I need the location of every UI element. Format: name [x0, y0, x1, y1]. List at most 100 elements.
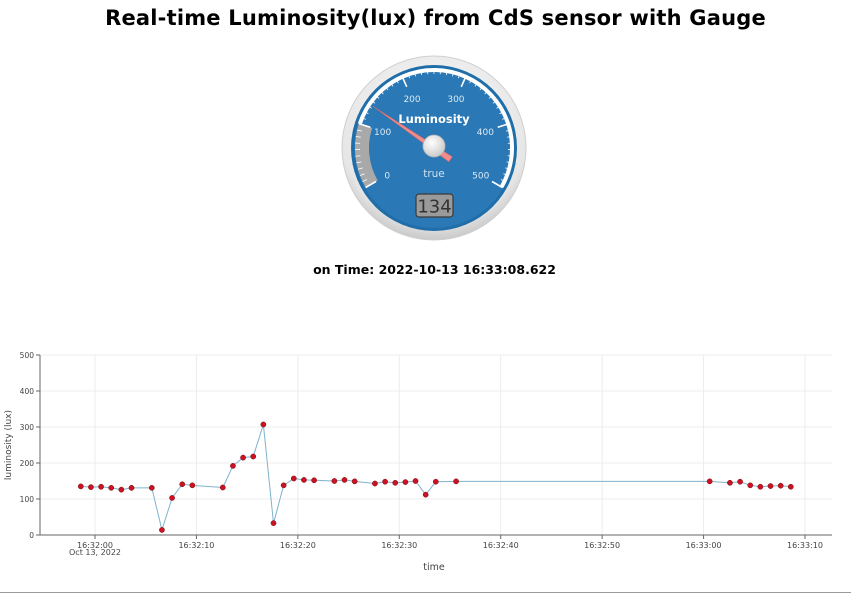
- x-tick-label: 16:32:40: [483, 541, 519, 550]
- gauge-minor-tick: [356, 129, 363, 132]
- x-tick-label: 16:32:10: [178, 541, 214, 550]
- gauge-minor-tick: [379, 90, 384, 95]
- data-point[interactable]: [108, 484, 115, 491]
- gauge-minor-tick: [361, 117, 366, 120]
- timestamp-prefix: on Time:: [313, 262, 375, 277]
- gauge-minor-tick: [500, 179, 506, 182]
- data-point[interactable]: [219, 484, 226, 491]
- luminosity-gauge: 0 100 200 300 400 500 Luminosity true 134: [341, 55, 527, 241]
- data-point[interactable]: [189, 482, 196, 489]
- gauge-minor-tick: [420, 70, 423, 76]
- data-point[interactable]: [453, 478, 459, 485]
- data-point[interactable]: [706, 478, 713, 485]
- data-point[interactable]: [402, 479, 409, 485]
- data-point[interactable]: [118, 486, 125, 493]
- data-point[interactable]: [128, 484, 135, 491]
- gauge-major-tick: [491, 180, 503, 189]
- gauge-minor-tick: [492, 99, 498, 104]
- gauge-minor-tick: [506, 161, 512, 164]
- gauge-minor-tick: [375, 94, 380, 99]
- data-point[interactable]: [88, 484, 94, 490]
- gauge-major-tick: [460, 75, 467, 88]
- gauge-minor-tick: [370, 99, 376, 104]
- data-point[interactable]: [250, 453, 257, 460]
- timestamp-line: on Time: 2022-10-13 16:33:08.622: [0, 262, 851, 277]
- gauge-minor-tick: [356, 161, 362, 164]
- data-point[interactable]: [240, 454, 246, 461]
- data-point[interactable]: [372, 480, 378, 487]
- data-point[interactable]: [331, 478, 338, 484]
- data-point[interactable]: [270, 520, 277, 526]
- x-tick-label: 16:32:30: [381, 541, 417, 550]
- gauge-needle-cap: [422, 134, 446, 158]
- gauge-tick-label: 0: [384, 172, 390, 182]
- gauge-tick-label: 100: [374, 128, 391, 138]
- gauge-value-display: 134: [417, 197, 451, 218]
- data-point[interactable]: [98, 483, 104, 490]
- x-tick-label: 16:32:50: [584, 541, 620, 550]
- gauge-minor-tick: [457, 73, 461, 79]
- gauge-major-tick: [365, 180, 377, 189]
- gauge-minor-tick: [474, 81, 479, 87]
- data-point[interactable]: [290, 475, 297, 482]
- gauge-minor-tick: [359, 173, 365, 176]
- y-tick-label: 300: [20, 423, 35, 432]
- y-axis-label: luminosity (lux): [4, 410, 14, 480]
- gauge-tick-label: 500: [472, 172, 489, 182]
- data-point[interactable]: [169, 495, 175, 501]
- y-tick-label: 500: [20, 351, 35, 360]
- data-point[interactable]: [787, 483, 794, 490]
- data-point[interactable]: [747, 482, 754, 489]
- data-point[interactable]: [77, 483, 84, 490]
- gauge-minor-tick: [355, 155, 361, 157]
- data-point[interactable]: [230, 463, 236, 469]
- data-point[interactable]: [148, 484, 155, 491]
- gauge-tick-label: 200: [403, 95, 420, 105]
- data-point[interactable]: [341, 477, 348, 483]
- x-axis-date-label: Oct 13, 2022: [69, 548, 121, 557]
- data-point[interactable]: [260, 421, 267, 428]
- gauge-minor-tick: [505, 129, 512, 132]
- y-tick-label: 200: [20, 459, 35, 468]
- x-tick-label: 16:33:00: [686, 541, 722, 550]
- gauge-major-tick: [401, 75, 408, 88]
- gauge-minor-tick: [452, 71, 455, 77]
- data-point[interactable]: [179, 481, 186, 488]
- gauge-minor-tick: [502, 117, 507, 120]
- gauge-minor-tick: [445, 70, 448, 76]
- data-point[interactable]: [382, 478, 388, 485]
- gauge-highlight-band: [355, 123, 378, 188]
- gauge-value-box: [415, 193, 454, 218]
- gauge-minor-tick: [389, 81, 394, 87]
- data-point[interactable]: [777, 482, 784, 489]
- gauge-minor-tick: [496, 105, 501, 109]
- gauge-units-label: true: [423, 168, 445, 180]
- data-point[interactable]: [159, 527, 165, 533]
- data-point[interactable]: [422, 491, 429, 498]
- gauge-minor-tick: [507, 155, 513, 157]
- gauge-minor-tick: [407, 73, 411, 79]
- luminosity-chart: 0 100 200 300 400 500 16:32:00 16:32:10 16:32:20…: [0, 345, 851, 585]
- data-point[interactable]: [392, 479, 399, 486]
- gauge-minor-tick: [469, 78, 473, 84]
- y-tick-label: 0: [29, 531, 34, 540]
- data-point[interactable]: [727, 479, 733, 486]
- data-point[interactable]: [432, 478, 439, 485]
- x-tick-label: 16:32:00: [77, 541, 113, 550]
- bottom-divider: [0, 592, 851, 593]
- gauge-major-tick: [358, 122, 371, 129]
- data-point[interactable]: [311, 477, 317, 484]
- page-title: Real-time Luminosity(lux) from CdS senso…: [105, 6, 766, 30]
- data-point[interactable]: [757, 483, 764, 490]
- data-point[interactable]: [412, 478, 419, 484]
- data-point[interactable]: [280, 482, 287, 489]
- data-point[interactable]: [737, 478, 743, 485]
- gauge-minor-tick: [479, 85, 484, 91]
- data-point[interactable]: [767, 483, 774, 489]
- gauge-minor-tick: [484, 90, 489, 95]
- gauge-minor-tick: [384, 85, 389, 91]
- gauge-minor-tick: [357, 167, 363, 170]
- data-point[interactable]: [301, 477, 307, 483]
- gauge-minor-tick: [488, 94, 493, 99]
- data-point[interactable]: [351, 478, 358, 485]
